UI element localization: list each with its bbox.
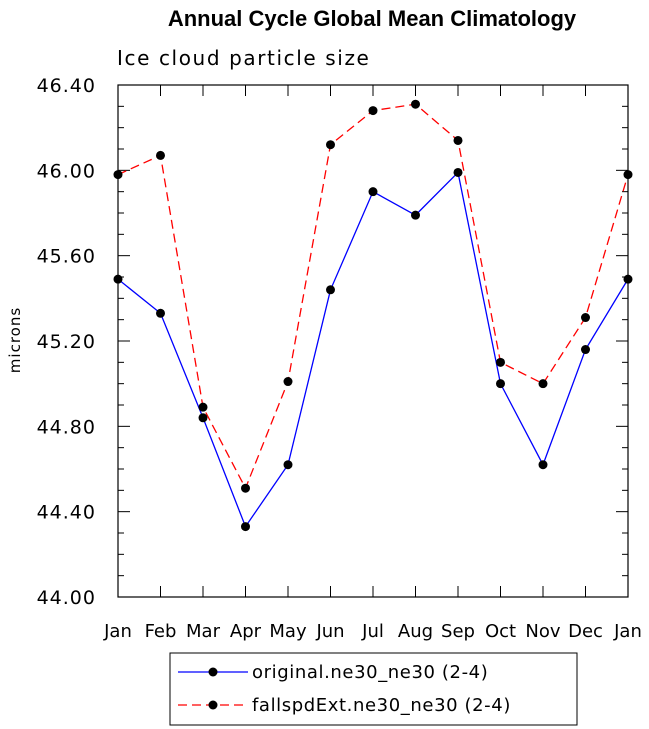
series-1-point [198,413,208,423]
series-2-point [198,402,208,412]
series-line-1 [117,171,629,528]
series-1-point [283,460,293,470]
series-1-point [453,167,463,177]
legend-label-1: original.ne30_ne30 (2-4) [252,662,488,683]
series-1-point [581,345,590,355]
series-2-point [453,135,463,145]
series-1-point [623,274,633,284]
y-tick-label: 44.40 [37,502,96,524]
series-layer [113,99,633,532]
axis-ticks [117,84,629,598]
series-line-2 [117,103,629,490]
series-2-point [113,170,123,180]
legend-marker-2 [208,700,218,710]
series-1-point [496,379,505,389]
series-1-point [368,187,378,197]
series-2-point [156,150,165,160]
x-tick-label: Feb [145,621,177,642]
legend: original.ne30_ne30 (2-4) fallspdExt.ne30_… [169,652,578,726]
y-tick-label: 44.00 [37,587,96,609]
chart-title: Annual Cycle Global Mean Climatology [168,6,577,31]
x-tick-label: Jan [613,621,642,642]
series-2-point [581,313,590,323]
series-2-point [538,379,548,389]
x-tick-label: May [269,621,307,642]
series-2-point [496,357,505,367]
y-tick-label: 46.40 [37,75,96,97]
x-tick-labels: Jan Feb Mar Apr May Jun Jul Aug Sep Oct Nov Dec Jan [103,621,642,642]
x-tick-label: Sep [441,621,475,642]
x-tick-label: Nov [525,621,560,642]
x-tick-label: Jun [315,621,344,642]
y-tick-labels: 44.00 44.40 44.80 45.20 45.60 46.00 46.40 [37,75,96,609]
x-tick-label: Dec [568,621,603,642]
x-tick-label: Mar [186,621,221,642]
y-tick-label: 44.80 [37,416,96,438]
y-tick-label: 45.20 [37,331,96,353]
legend-box [169,652,578,726]
plot-frame [117,84,629,598]
y-tick-label: 46.00 [37,160,96,182]
series-2-point [283,377,293,387]
x-tick-label: Oct [485,621,516,642]
series-2-point [411,99,420,109]
y-tick-label: 45.60 [37,246,96,268]
x-tick-label: Apr [230,621,262,642]
legend-marker-1 [208,667,218,677]
series-2-point [623,170,633,180]
legend-label-2: fallspdExt.ne30_ne30 (2-4) [252,695,511,716]
x-tick-label: Aug [398,621,433,642]
x-tick-label: Jan [103,621,132,642]
series-1-point [113,274,123,284]
series-2-point [326,140,335,150]
series-2-point [241,483,250,493]
x-tick-label: Jul [361,621,384,642]
y-axis-label: microns [6,307,24,373]
series-1-point [156,308,165,318]
series-1-point [241,522,250,532]
series-2-point [368,106,378,116]
series-1-point [411,210,420,220]
series-1-point [326,285,335,295]
chart-subtitle: Ice cloud particle size [117,46,370,70]
series-1-point [538,460,548,470]
